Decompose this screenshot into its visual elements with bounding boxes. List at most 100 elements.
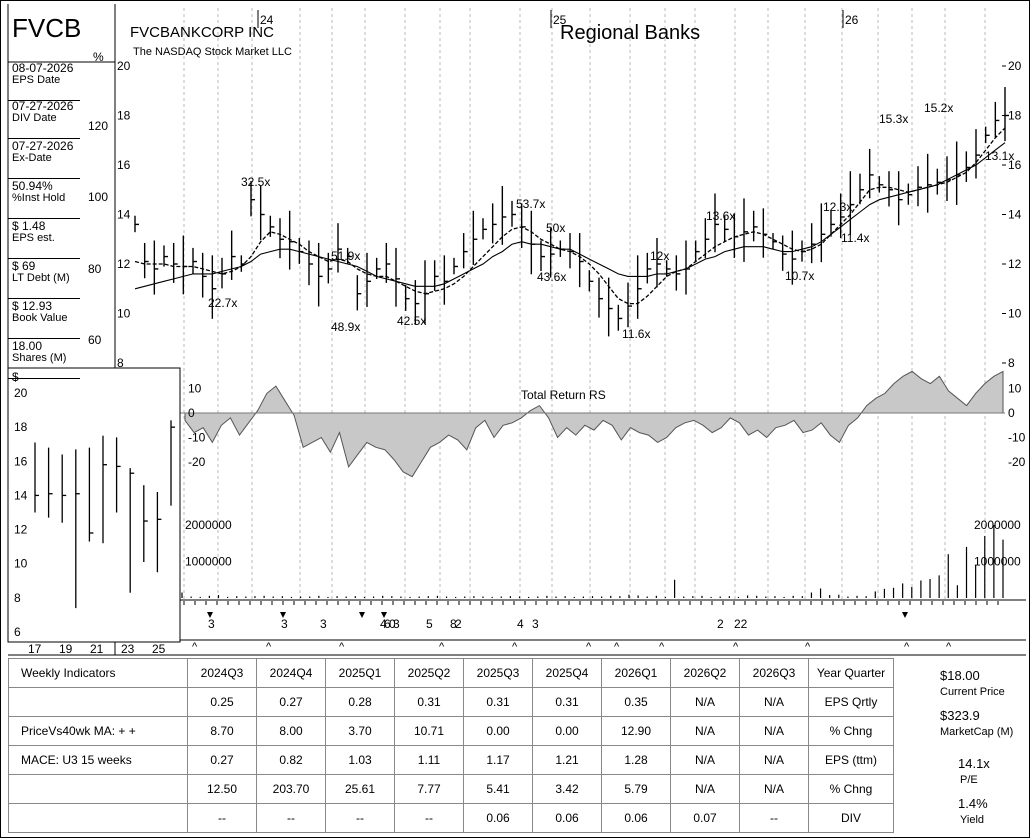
sidebar-stat-label: Shares (M) (12, 352, 67, 364)
pe-annotation: 10.7x (785, 269, 814, 283)
table-cell: 1.28 (601, 745, 671, 775)
table-cell: 2025Q1 (325, 658, 395, 688)
table-row: 0.25 0.27 0.28 0.31 0.31 0.31 0.35 N/A N/A EPS Qr… (8, 687, 1026, 717)
yield-value: 1.4% (958, 796, 988, 811)
table-cell: N/A (739, 687, 809, 717)
row-label: % Chng (808, 716, 894, 746)
rs-tick-left: -20 (188, 455, 206, 469)
pe-annotation: 32.5x (241, 175, 270, 189)
price-tick-left: 14 (117, 208, 131, 222)
table-cell: -- (394, 803, 464, 833)
table-row: PriceVs40wk MA: + +8.70 8.00 3.70 10.71 0.00… (8, 716, 1026, 746)
current-price: $18.00 (940, 668, 980, 683)
caret-marker: ^ (733, 641, 739, 653)
sidebar-stat: $ 69 LT Debt (M) (8, 260, 80, 299)
table-cell: -- (256, 803, 326, 833)
sidebar-stat: 08-07-2026 EPS Date (8, 62, 80, 101)
price-tick-left: 20 (117, 59, 131, 73)
price-tick-right: 10 (1008, 307, 1022, 321)
table-cell: 2024Q3 (187, 658, 257, 688)
sidebar-stat-value: $ 69 (12, 259, 36, 273)
mini-y-tick: 10 (14, 557, 28, 571)
table-cell: 2025Q3 (463, 658, 533, 688)
table-cell: 0.00 (532, 716, 602, 746)
event-number: 2 (455, 617, 462, 631)
sidebar-stat: 07-27-2026 DIV Date (8, 100, 80, 139)
sidebar-stat-value: $ 1.48 (12, 219, 46, 233)
row-label: % Chng (808, 774, 894, 804)
caret-marker: ^ (266, 641, 272, 653)
rs-tick-right: -10 (1008, 431, 1026, 445)
table-cell: 0.28 (325, 687, 395, 717)
table-row: 12.50 203.70 25.61 7.77 5.41 3.42 5.79 N/A N/A% … (8, 774, 1026, 804)
sidebar-stat-value: 07-27-2026 (12, 139, 74, 153)
event-number: 3 (320, 617, 327, 631)
price-tick-right: 18 (1008, 109, 1022, 123)
sidebar-stat-value: 50.94% (12, 179, 53, 193)
rs-tick-right: 10 (1008, 382, 1022, 396)
caret-marker: ^ (192, 641, 198, 653)
pe-annotation: 48.9x (331, 320, 360, 334)
pe-annotation: 13.6x (706, 209, 735, 223)
pe-annotation: 15.3x (879, 112, 908, 126)
caret-marker: ^ (946, 641, 952, 653)
table-cell: -- (325, 803, 395, 833)
pe-annotation: 51.9x (331, 249, 360, 263)
ma-10wk-line (134, 127, 1006, 305)
rs-tick-right: -20 (1008, 455, 1026, 469)
table-row: -- -- -- -- 0.06 0.06 0.06 0.07 -- DIV (8, 803, 1026, 833)
price-tick-right: 14 (1008, 208, 1022, 222)
row-indicator: Weekly Indicators (8, 658, 188, 688)
table-cell: N/A (670, 745, 740, 775)
sidebar-stat-label: EPS est. (12, 232, 55, 244)
rs-area (184, 370, 1004, 478)
year-label: 26 (845, 13, 859, 27)
volume-tick-left: 2000000 (185, 518, 232, 532)
pe-annotation: 50x (546, 221, 565, 235)
table-cell: 0.82 (256, 745, 326, 775)
market-cap: $323.9 (940, 708, 980, 723)
volume-tick-right: 1000000 (974, 555, 1021, 569)
table-cell: 1.11 (394, 745, 464, 775)
event-number: 8 (450, 617, 457, 631)
rs-tick-left: 0 (188, 406, 195, 420)
row-indicator: MACE: U3 15 weeks (8, 745, 188, 775)
row-label: Year Quarter (808, 658, 894, 688)
price-tick-left: 18 (117, 109, 131, 123)
ticker-symbol: FVCB (12, 13, 82, 43)
industry-title: Regional Banks (560, 22, 701, 44)
pe-annotation: 43.6x (537, 270, 566, 284)
price-tick-left: 16 (117, 158, 131, 172)
rs-tick-left: 10 (188, 382, 202, 396)
table-cell: 0.06 (463, 803, 533, 833)
table-cell: 2025Q4 (532, 658, 602, 688)
table-cell: 0.31 (463, 687, 533, 717)
event-number: 5 (426, 617, 433, 631)
pct-tick: 80 (88, 262, 102, 276)
current-price-label: Current Price (940, 686, 1005, 698)
caret-marker: ^ (439, 641, 445, 653)
company-name: FVCBANKCORP INC (130, 24, 274, 41)
sidebar-stat-label: DIV Date (12, 112, 57, 124)
price-tick-right: 20 (1008, 59, 1022, 73)
sidebar-stat-value: $ 12.93 (12, 299, 53, 313)
sidebar-stat-label: LT Debt (M) (12, 272, 70, 284)
caret-marker: ^ (614, 641, 620, 653)
table-cell: N/A (670, 687, 740, 717)
year-label: 25 (553, 13, 567, 27)
table-cell: N/A (670, 716, 740, 746)
table-cell: 2026Q1 (601, 658, 671, 688)
table-cell: 3.42 (532, 774, 602, 804)
mini-y-tick: 6 (14, 625, 21, 639)
table-cell: 8.70 (187, 716, 257, 746)
sidebar-stat: 07-27-2026 Ex-Date (8, 140, 80, 179)
mini-x-tick: 19 (59, 642, 73, 656)
pct-tick: 100 (88, 190, 108, 204)
event-number: 22 (734, 617, 748, 631)
pe-ratio: 14.1x (958, 756, 990, 771)
pe-annotation: 42.5x (397, 314, 426, 328)
volume-tick-right: 2000000 (974, 518, 1021, 532)
dollar-axis-label: $ (12, 370, 19, 384)
table-cell: 0.25 (187, 687, 257, 717)
table-cell: 12.50 (187, 774, 257, 804)
